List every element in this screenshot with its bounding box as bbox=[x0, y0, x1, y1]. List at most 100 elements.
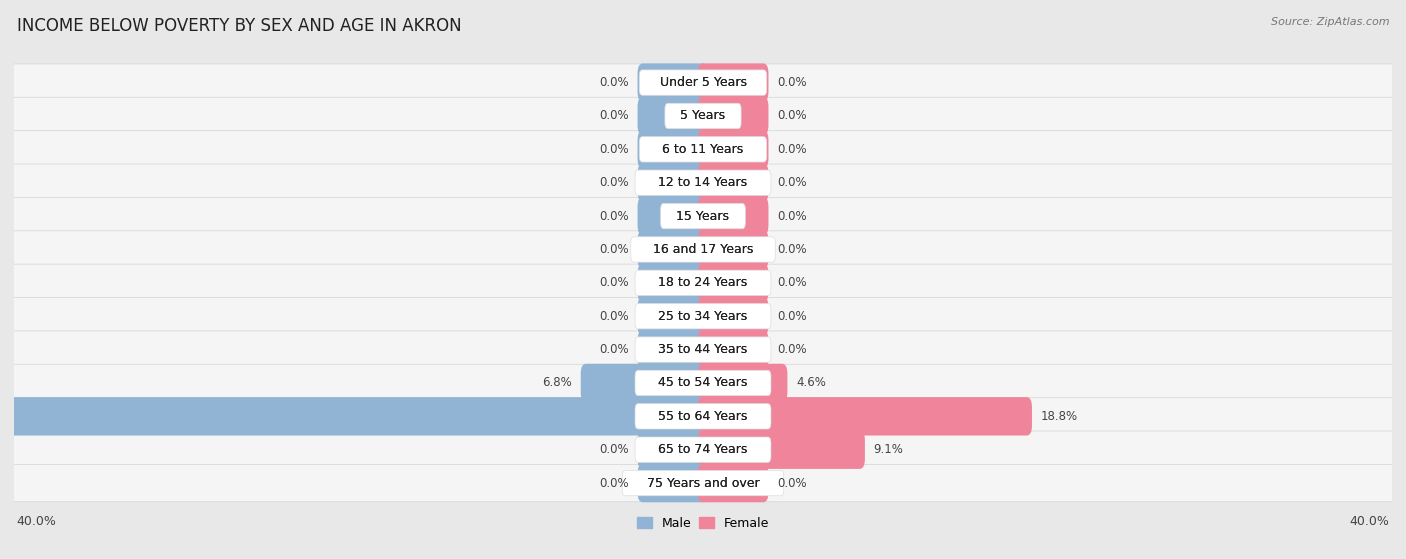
Text: 0.0%: 0.0% bbox=[778, 143, 807, 156]
Text: 0.0%: 0.0% bbox=[599, 143, 628, 156]
Text: 45 to 54 Years: 45 to 54 Years bbox=[658, 376, 748, 390]
Text: 6 to 11 Years: 6 to 11 Years bbox=[662, 143, 744, 156]
Text: 9.1%: 9.1% bbox=[873, 443, 904, 456]
FancyBboxPatch shape bbox=[637, 297, 709, 335]
FancyBboxPatch shape bbox=[11, 131, 1395, 168]
Text: 15 Years: 15 Years bbox=[676, 210, 730, 222]
FancyBboxPatch shape bbox=[636, 170, 770, 196]
Text: 18 to 24 Years: 18 to 24 Years bbox=[658, 276, 748, 290]
FancyBboxPatch shape bbox=[637, 97, 709, 135]
FancyBboxPatch shape bbox=[11, 297, 1395, 335]
Text: 0.0%: 0.0% bbox=[778, 176, 807, 189]
FancyBboxPatch shape bbox=[637, 430, 709, 469]
FancyBboxPatch shape bbox=[8, 397, 709, 435]
FancyBboxPatch shape bbox=[697, 264, 769, 302]
Text: 0.0%: 0.0% bbox=[778, 243, 807, 256]
FancyBboxPatch shape bbox=[637, 464, 709, 503]
Text: 65 to 74 Years: 65 to 74 Years bbox=[658, 443, 748, 456]
Text: 0.0%: 0.0% bbox=[778, 276, 807, 290]
FancyBboxPatch shape bbox=[636, 304, 770, 329]
FancyBboxPatch shape bbox=[636, 437, 770, 462]
Text: INCOME BELOW POVERTY BY SEX AND AGE IN AKRON: INCOME BELOW POVERTY BY SEX AND AGE IN A… bbox=[17, 17, 461, 35]
FancyBboxPatch shape bbox=[637, 230, 709, 269]
FancyBboxPatch shape bbox=[640, 70, 766, 95]
Text: 75 Years and over: 75 Years and over bbox=[647, 477, 759, 490]
FancyBboxPatch shape bbox=[637, 330, 709, 369]
Text: Under 5 Years: Under 5 Years bbox=[659, 76, 747, 89]
FancyBboxPatch shape bbox=[697, 430, 865, 469]
Text: 65 to 74 Years: 65 to 74 Years bbox=[658, 443, 748, 456]
FancyBboxPatch shape bbox=[11, 164, 1395, 201]
FancyBboxPatch shape bbox=[11, 231, 1395, 268]
FancyBboxPatch shape bbox=[11, 465, 1395, 502]
FancyBboxPatch shape bbox=[636, 270, 770, 296]
Text: 55 to 64 Years: 55 to 64 Years bbox=[658, 410, 748, 423]
Text: 4.6%: 4.6% bbox=[796, 376, 825, 390]
Text: 0.0%: 0.0% bbox=[778, 310, 807, 323]
FancyBboxPatch shape bbox=[631, 237, 775, 262]
FancyBboxPatch shape bbox=[640, 136, 766, 162]
Text: 75 Years and over: 75 Years and over bbox=[647, 477, 759, 490]
Text: 5 Years: 5 Years bbox=[681, 110, 725, 122]
FancyBboxPatch shape bbox=[697, 297, 769, 335]
Text: 0.0%: 0.0% bbox=[599, 210, 628, 222]
FancyBboxPatch shape bbox=[697, 197, 769, 235]
Text: 18.8%: 18.8% bbox=[1040, 410, 1078, 423]
FancyBboxPatch shape bbox=[697, 230, 769, 269]
Text: 18 to 24 Years: 18 to 24 Years bbox=[658, 276, 748, 290]
FancyBboxPatch shape bbox=[637, 197, 709, 235]
Text: 35 to 44 Years: 35 to 44 Years bbox=[658, 343, 748, 356]
FancyBboxPatch shape bbox=[697, 164, 769, 202]
Text: 6 to 11 Years: 6 to 11 Years bbox=[662, 143, 744, 156]
Text: 40.0%: 40.0% bbox=[1350, 515, 1389, 528]
FancyBboxPatch shape bbox=[623, 470, 783, 496]
Text: 0.0%: 0.0% bbox=[778, 76, 807, 89]
FancyBboxPatch shape bbox=[637, 164, 709, 202]
FancyBboxPatch shape bbox=[697, 464, 769, 503]
Text: Under 5 Years: Under 5 Years bbox=[659, 76, 747, 89]
FancyBboxPatch shape bbox=[11, 397, 1395, 435]
Text: 0.0%: 0.0% bbox=[778, 343, 807, 356]
FancyBboxPatch shape bbox=[697, 130, 769, 168]
FancyBboxPatch shape bbox=[636, 337, 770, 362]
FancyBboxPatch shape bbox=[636, 370, 770, 396]
Text: 12 to 14 Years: 12 to 14 Years bbox=[658, 176, 748, 189]
FancyBboxPatch shape bbox=[11, 331, 1395, 368]
Text: 0.0%: 0.0% bbox=[599, 243, 628, 256]
Text: 0.0%: 0.0% bbox=[599, 443, 628, 456]
Text: 16 and 17 Years: 16 and 17 Years bbox=[652, 243, 754, 256]
Text: 12 to 14 Years: 12 to 14 Years bbox=[658, 176, 748, 189]
Text: 45 to 54 Years: 45 to 54 Years bbox=[658, 376, 748, 390]
FancyBboxPatch shape bbox=[665, 103, 741, 129]
Text: 0.0%: 0.0% bbox=[599, 76, 628, 89]
FancyBboxPatch shape bbox=[11, 64, 1395, 101]
FancyBboxPatch shape bbox=[697, 63, 769, 102]
FancyBboxPatch shape bbox=[581, 364, 709, 402]
Text: 16 and 17 Years: 16 and 17 Years bbox=[652, 243, 754, 256]
FancyBboxPatch shape bbox=[661, 203, 745, 229]
FancyBboxPatch shape bbox=[636, 404, 770, 429]
Text: 0.0%: 0.0% bbox=[778, 477, 807, 490]
FancyBboxPatch shape bbox=[11, 431, 1395, 468]
Text: 5 Years: 5 Years bbox=[681, 110, 725, 122]
FancyBboxPatch shape bbox=[11, 264, 1395, 301]
Text: 0.0%: 0.0% bbox=[599, 276, 628, 290]
Legend: Male, Female: Male, Female bbox=[631, 512, 775, 535]
FancyBboxPatch shape bbox=[697, 364, 787, 402]
FancyBboxPatch shape bbox=[697, 330, 769, 369]
FancyBboxPatch shape bbox=[637, 130, 709, 168]
Text: 0.0%: 0.0% bbox=[778, 110, 807, 122]
Text: 25 to 34 Years: 25 to 34 Years bbox=[658, 310, 748, 323]
Text: 15 Years: 15 Years bbox=[676, 210, 730, 222]
Text: 6.8%: 6.8% bbox=[543, 376, 572, 390]
Text: Source: ZipAtlas.com: Source: ZipAtlas.com bbox=[1271, 17, 1389, 27]
FancyBboxPatch shape bbox=[11, 197, 1395, 235]
FancyBboxPatch shape bbox=[697, 97, 769, 135]
FancyBboxPatch shape bbox=[11, 97, 1395, 135]
FancyBboxPatch shape bbox=[11, 364, 1395, 402]
Text: 0.0%: 0.0% bbox=[599, 310, 628, 323]
Text: 25 to 34 Years: 25 to 34 Years bbox=[658, 310, 748, 323]
FancyBboxPatch shape bbox=[637, 264, 709, 302]
FancyBboxPatch shape bbox=[697, 397, 1032, 435]
Text: 0.0%: 0.0% bbox=[599, 176, 628, 189]
